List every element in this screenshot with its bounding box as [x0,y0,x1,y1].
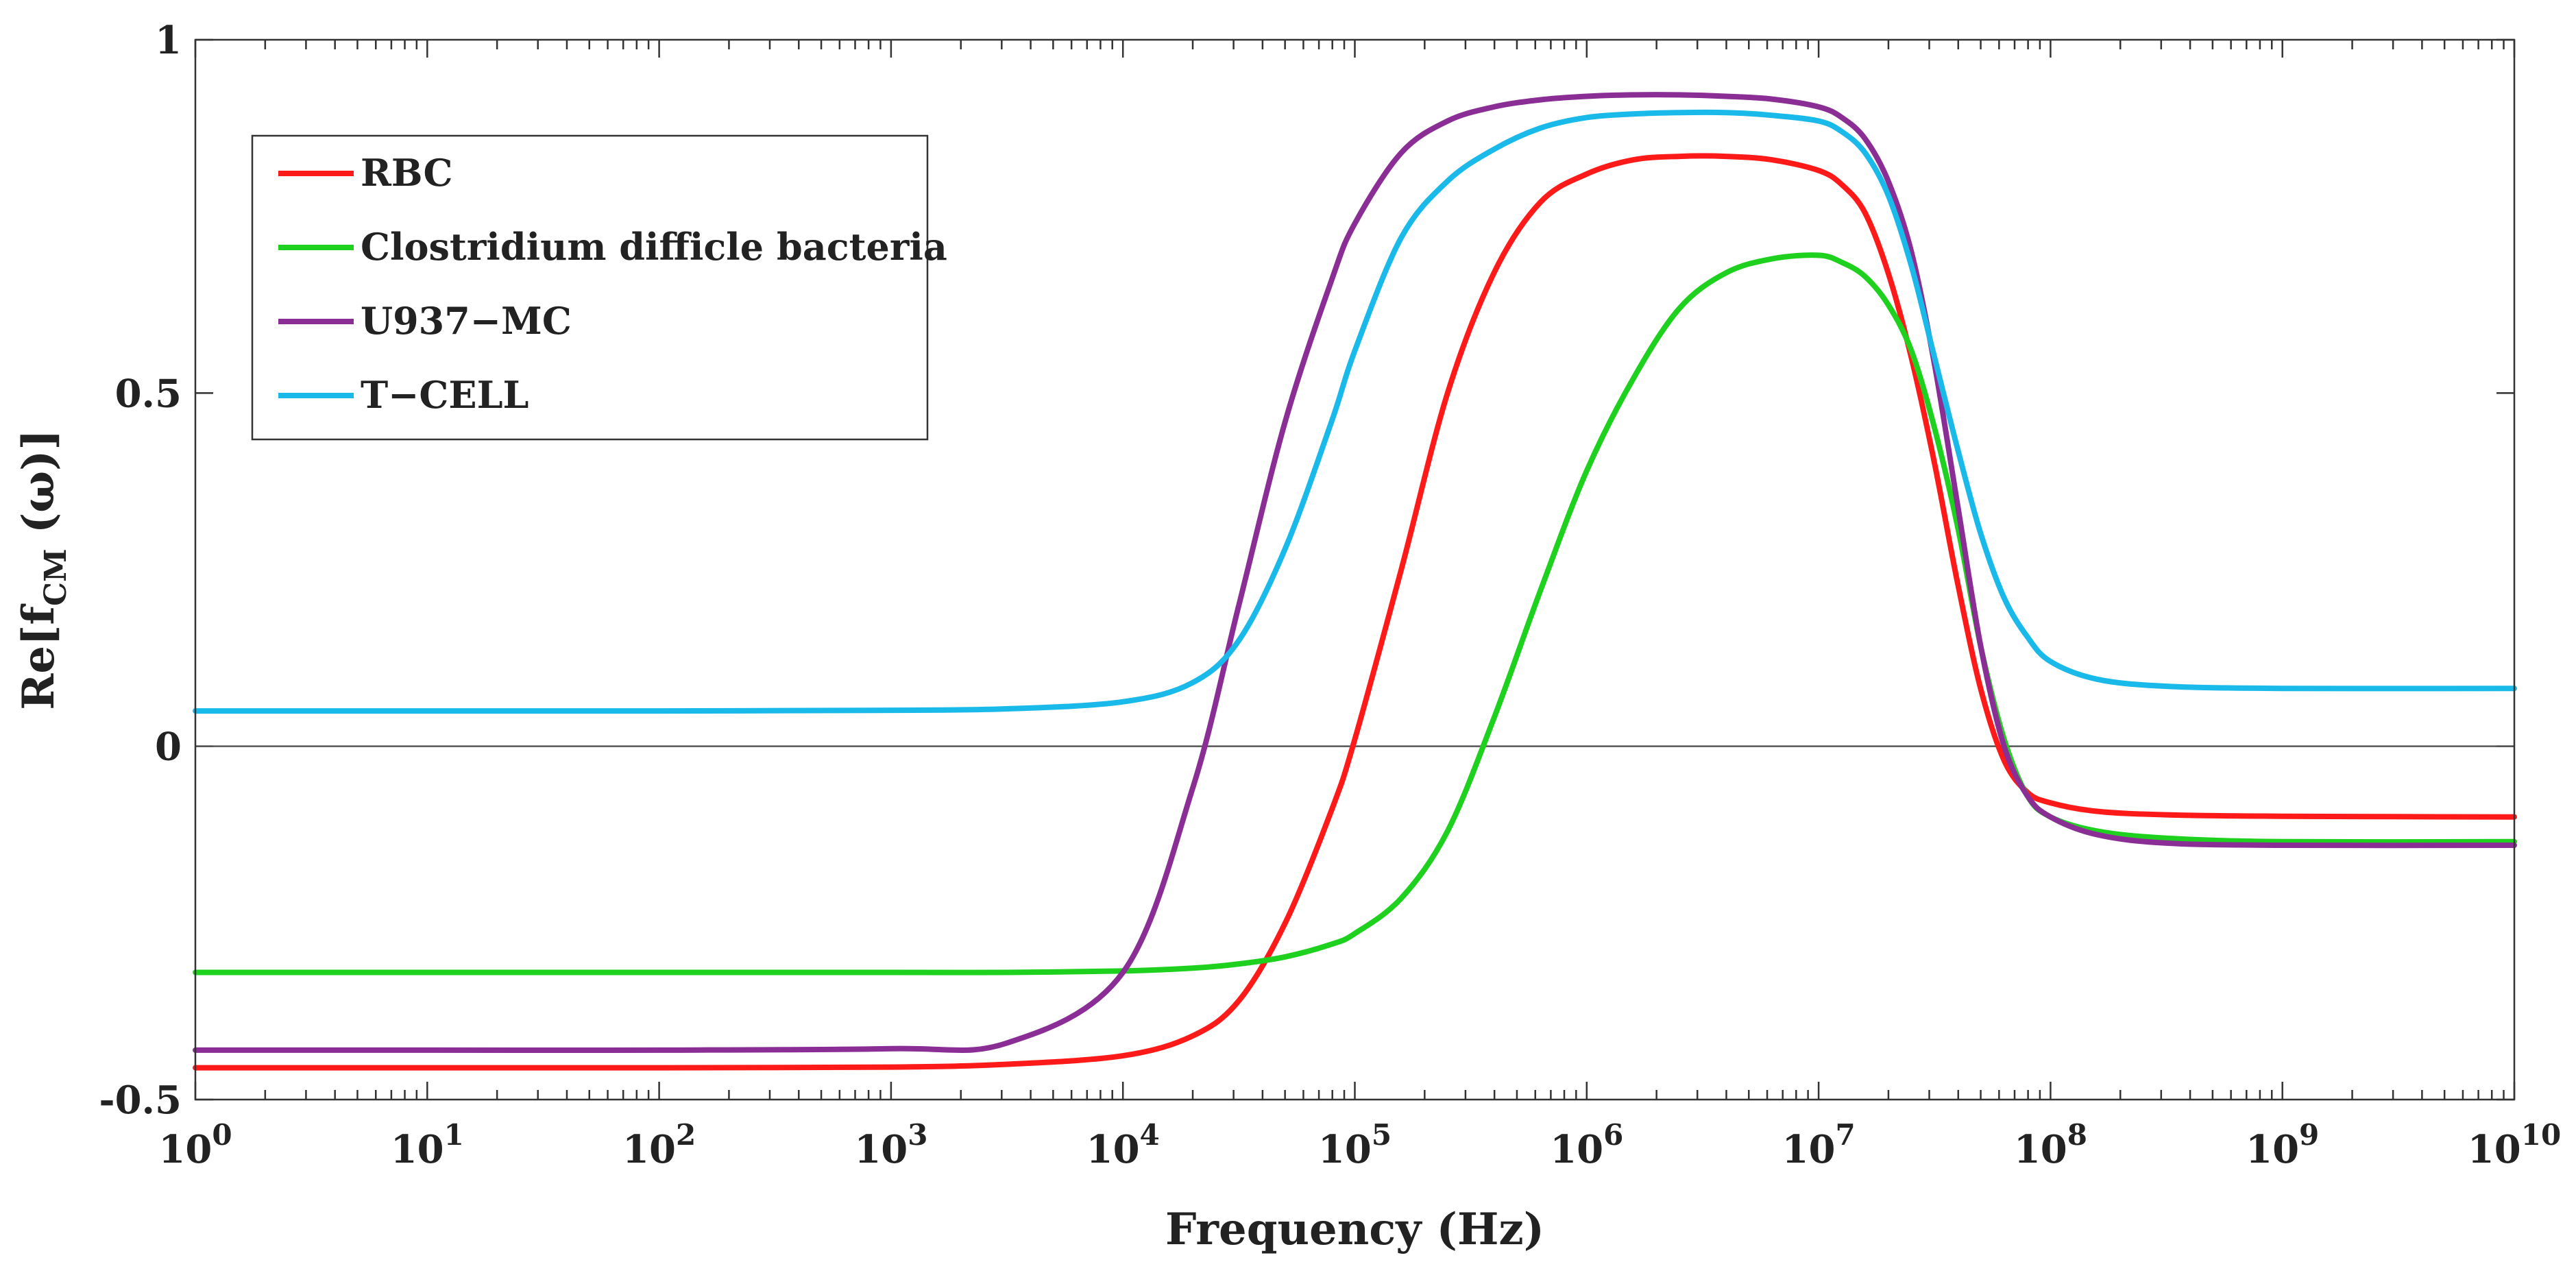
x-tick-label: 107 [1782,1118,1856,1172]
x-tick-label: 100 [158,1118,232,1172]
x-tick-label-exponent: 4 [1140,1118,1160,1152]
x-tick-label-exponent: 7 [1835,1118,1855,1152]
x-tick-label: 1010 [2468,1118,2561,1172]
y-tick-label: 0.5 [115,371,182,416]
x-tick-label-base: 10 [1318,1127,1372,1172]
x-tick-label-base: 10 [391,1127,444,1172]
x-tick-label-base: 10 [1550,1127,1603,1172]
y-tick-labels: -0.5 0 0.5 1 [99,18,182,1123]
x-tick-label: 103 [854,1118,927,1172]
x-tick-label-base: 10 [854,1127,908,1172]
legend-label-u937-mc: U937−MC [361,299,572,343]
y-tick-label: -0.5 [99,1078,182,1123]
legend-label-rbc: RBC [361,151,453,195]
legend-label-t-cell: T−CELL [361,373,529,417]
x-tick-label-exponent: 2 [676,1118,696,1152]
ticks-layer [194,38,2516,1101]
x-tick-label: 109 [2246,1118,2319,1172]
x-tick-label-exponent: 5 [1372,1118,1392,1152]
y-tick-label: 0 [155,725,182,770]
y-axis-title-tail: (ω)] [13,429,64,548]
x-tick-label-exponent: 10 [2521,1118,2561,1152]
series-line-t-cell [193,109,2517,714]
y-axis-title-main: Re[f [13,604,64,710]
x-tick-label-base: 10 [1782,1127,1836,1172]
x-tick-label: 106 [1550,1118,1623,1172]
x-tick-label-base: 10 [158,1127,212,1172]
x-axis-title: Frequency (Hz) [1165,1204,1544,1255]
series-line-rbc [193,153,2517,1071]
x-tick-label-base: 10 [622,1127,676,1172]
x-tick-labels: 100 101 102 103 104 105 106 107 108 109 1010 [158,1118,2561,1172]
x-tick-label-base: 10 [2246,1127,2299,1172]
x-tick-label-exponent: 6 [1603,1118,1623,1152]
y-tick-label: 1 [155,18,182,63]
x-tick-label: 102 [622,1118,696,1172]
x-tick-label-base: 10 [2468,1127,2521,1172]
x-tick-label: 101 [391,1118,464,1172]
x-tick-label-base: 10 [1086,1127,1140,1172]
y-axis-title-subscript: CM [38,548,73,606]
y-axis-title: Re[fCM (ω)] [13,429,73,710]
x-tick-label-exponent: 9 [2299,1118,2319,1152]
x-tick-label-exponent: 3 [908,1118,927,1152]
x-tick-label-base: 10 [2014,1127,2067,1172]
legend: RBC Clostridium difficle bacteria U937−MC T… [251,134,947,441]
x-tick-label: 104 [1086,1118,1160,1172]
x-tick-label-exponent: 8 [2067,1118,2087,1152]
x-tick-label: 105 [1318,1118,1392,1172]
x-tick-label-exponent: 1 [444,1118,464,1152]
series-layer [193,92,2517,1071]
x-tick-label-exponent: 0 [212,1118,232,1152]
legend-label-clostridium-difficle-bacteria: Clostridium difficle bacteria [361,225,947,269]
legend-box [251,134,929,441]
plot-area-frame [194,38,2516,1101]
x-tick-label: 108 [2014,1118,2087,1172]
series-line-u937-mc [193,92,2517,1054]
